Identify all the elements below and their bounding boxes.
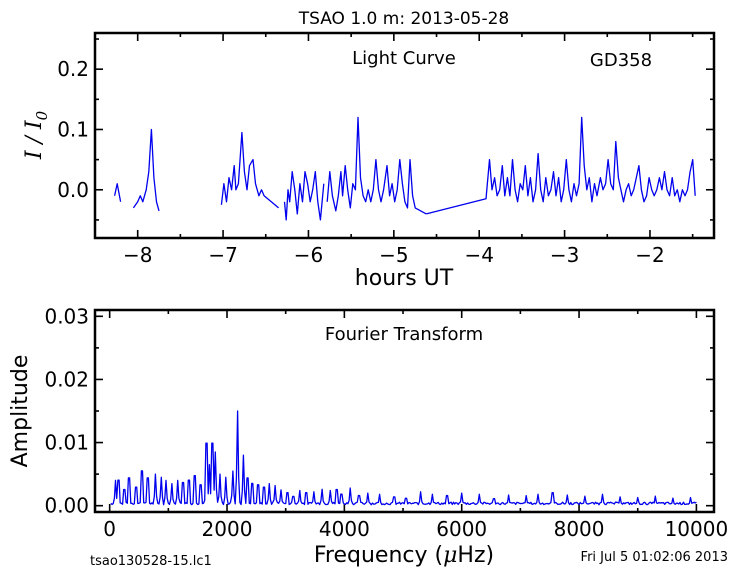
x-label-prefix: Frequency ( <box>314 543 443 568</box>
light-curve-series-segment <box>283 171 325 221</box>
light-curve-title: Light Curve <box>352 48 456 69</box>
x-label-suffix: Hz) <box>457 543 494 568</box>
light-curve-frame <box>93 31 716 240</box>
fourier-x-tick-label: 2000 <box>202 517 253 541</box>
light-curve-series-segment <box>220 131 280 209</box>
light-curve-y-tick-label: 0.0 <box>57 178 89 202</box>
footer-timestamp: Fri Jul 5 01:02:06 2013 <box>581 550 728 565</box>
light-curve-x-tick-label: −4 <box>464 243 493 267</box>
light-curve-series-segment <box>426 116 696 215</box>
light-curve-series <box>113 183 122 202</box>
y-label-subscript: 0 <box>33 110 51 120</box>
fourier-x-tick-label: 4000 <box>319 517 370 541</box>
light-curve-x-tick-label: −6 <box>294 243 323 267</box>
light-curve-y-tick-label: 0.1 <box>57 117 89 141</box>
y-label-separator: / <box>22 129 47 150</box>
light-curve-x-tick-label: −8 <box>123 243 152 267</box>
light-curve-y-tick-label: 0.2 <box>57 57 89 81</box>
light-curve-y-axis-label: I / I0 <box>22 110 51 160</box>
light-curve-object-label: GD358 <box>590 50 652 71</box>
fourier-y-axis-label: Amplitude <box>8 355 33 468</box>
light-curve-x-tick-label: −3 <box>550 243 579 267</box>
fourier-x-tick-label: 8000 <box>554 517 605 541</box>
fourier-panel: 0 2000 4000 6000 8000 10000 0.00 0.01 0.02 0.03 F… <box>8 304 728 568</box>
fourier-x-tick-label: 0 <box>103 517 116 541</box>
light-curve-ticks <box>95 33 714 238</box>
light-curve-series-segment <box>326 116 427 215</box>
y-label-i: I <box>22 119 47 130</box>
figure-title: TSAO 1.0 m: 2013-05-28 <box>298 9 510 29</box>
fourier-y-tick-label: 0.00 <box>44 494 89 518</box>
light-curve-panel: −8 −7 −6 −5 −4 −3 −2 0.0 0.1 0.2 Light Curve GD35… <box>22 31 716 291</box>
y-label-base: I <box>22 149 47 160</box>
fourier-series <box>110 410 697 506</box>
fourier-x-axis-label: Frequency (μHz) <box>314 543 494 568</box>
fourier-y-tick-label: 0.03 <box>44 304 89 328</box>
light-curve-x-tick-label: −5 <box>379 243 408 267</box>
fourier-title: Fourier Transform <box>325 324 483 345</box>
light-curve-x-tick-label: −2 <box>635 243 664 267</box>
light-curve-x-tick-label: −7 <box>208 243 237 267</box>
fourier-frame <box>93 308 716 514</box>
x-label-mu: μ <box>443 543 457 568</box>
fourier-y-tick-label: 0.01 <box>44 431 89 455</box>
light-curve-series-segment <box>132 128 160 212</box>
fourier-x-tick-label: 10000 <box>665 517 729 541</box>
light-curve-x-axis-label: hours UT <box>355 266 454 291</box>
fourier-x-tick-label: 6000 <box>436 517 487 541</box>
fourier-y-tick-label: 0.02 <box>44 367 89 391</box>
footer-filename: tsao130528-15.lc1 <box>90 554 212 569</box>
fourier-tick-labels: 0 2000 4000 6000 8000 10000 0.00 0.01 0.02 0.03 <box>44 304 728 541</box>
light-curve-tick-labels: −8 −7 −6 −5 −4 −3 −2 0.0 0.1 0.2 <box>57 57 665 267</box>
